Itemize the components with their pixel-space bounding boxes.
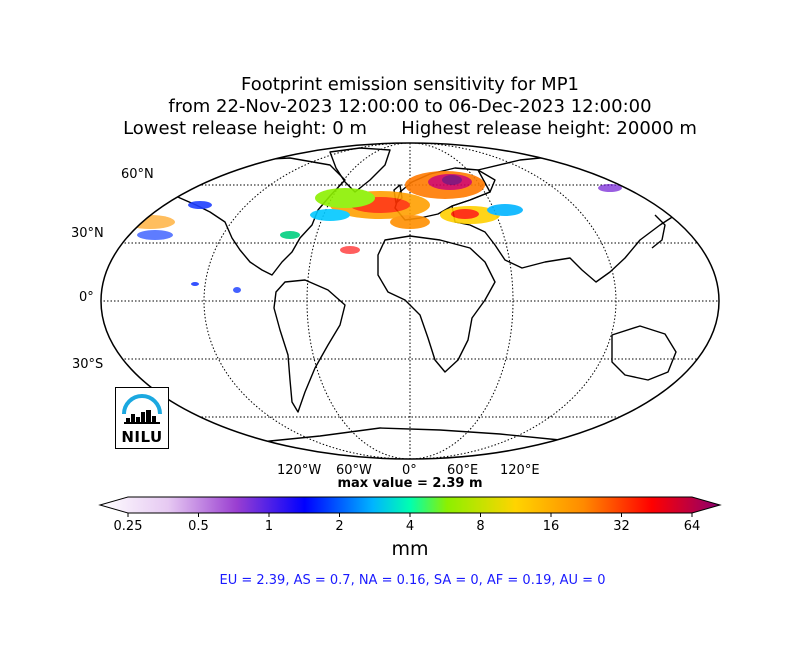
colorbar-tick: 64 [683,519,701,534]
colorbar-tick: 2 [335,519,344,534]
greenland-outline [329,147,391,193]
globe-outline [100,142,720,460]
nilu-logo: NILU [115,387,169,449]
globe-content [101,143,719,459]
colorbar-tick: 0.25 [113,519,143,534]
lat-label-30s: 30°S [72,357,104,372]
colorbar [98,496,722,517]
colorbar-tick: 0.5 [188,519,209,534]
south-america-outline [273,279,346,413]
colorbar-tick: 1 [264,519,274,534]
lon-label-120w: 120°W [277,463,322,478]
lat-label-30n: 30°N [71,226,104,241]
colorbar-tick: 4 [405,519,415,534]
region-totals: EU = 2.39, AS = 0.7, NA = 0.16, SA = 0, … [219,573,606,588]
japan-outline [651,214,666,249]
colorbar-tick: 32 [613,519,630,534]
lat-label-60n: 60°N [121,167,154,182]
north-america-outline [167,157,346,276]
colorbar-tick: 8 [476,519,485,534]
max-value-label: max value = 2.39 m [337,476,483,491]
title-line-2: from 22-Nov-2023 12:00:00 to 06-Dec-2023… [168,96,652,117]
colorbar-tick: 16 [542,519,560,534]
logo-text: NILU [121,428,163,446]
lon-label-0: 0° [402,463,417,478]
sensitivity-footprint [125,171,688,293]
lon-label-60w: 60°W [336,463,372,478]
lon-label-60e: 60°E [447,463,479,478]
colorbar-unit-label: mm [391,538,429,560]
title-line-3: Lowest release height: 0 m Highest relea… [123,118,697,139]
lat-label-0: 0° [79,290,94,305]
title-line-1: Footprint emission sensitivity for MP1 [240,74,579,95]
map-title: Footprint emission sensitivity for MP1 f… [0,74,800,140]
australia-outline [611,325,677,381]
africa-outline [377,235,496,373]
logo-graphic-icon [122,394,162,424]
lon-label-120e: 120°E [500,463,540,478]
